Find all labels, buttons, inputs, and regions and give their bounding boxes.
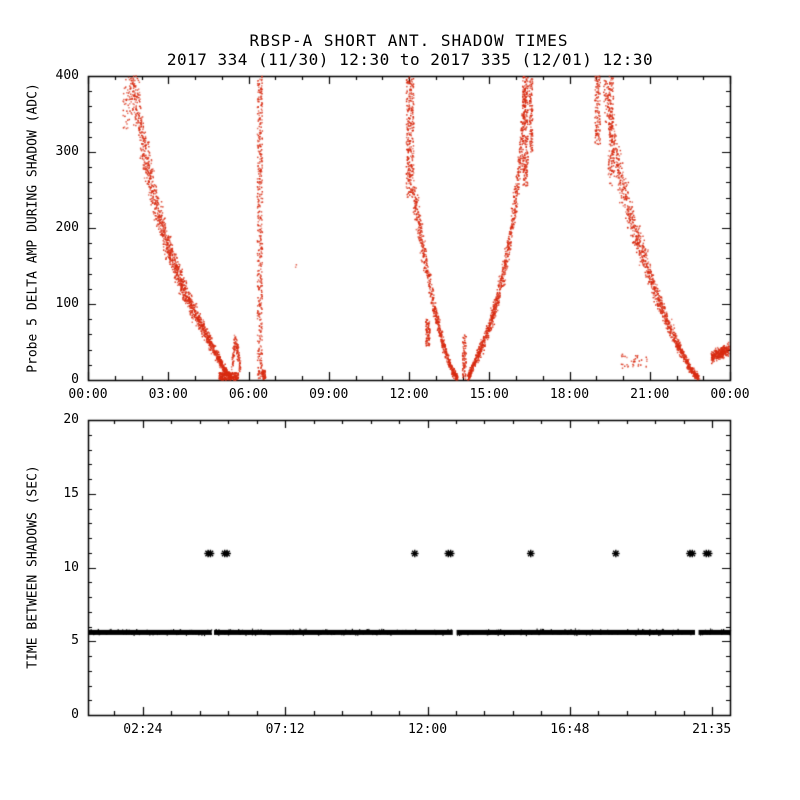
top-y-tick-label: 100 — [55, 296, 79, 311]
top-x-tick-label: 09:00 — [309, 387, 349, 402]
bottom-y-tick-label: 0 — [71, 707, 79, 722]
top-x-tick-label: 18:00 — [549, 387, 590, 402]
bottom-y-tick-label: 10 — [63, 559, 79, 575]
top-x-tick-label: 03:00 — [148, 387, 188, 402]
top-x-tick-label: 00:00 — [68, 387, 108, 402]
bottom-x-tick-label: 07:12 — [265, 722, 305, 737]
bottom-y-tick-label: 15 — [63, 485, 79, 501]
top-x-tick-label: 12:00 — [389, 387, 429, 402]
top-x-tick-label: 21:00 — [630, 387, 670, 402]
chart-subtitle: 2017 334 (11/30) 12:30 to 2017 335 (12/0… — [166, 50, 654, 69]
bottom-y-tick-label: 5 — [71, 633, 79, 649]
bottom-x-tick-label: 16:48 — [550, 722, 590, 737]
top-y-tick-label: 200 — [55, 220, 79, 235]
bottom-x-tick-label: 21:35 — [692, 722, 732, 737]
bottom-x-tick-label: 02:24 — [123, 722, 163, 737]
bottom-y-tick-label: 20 — [63, 412, 79, 427]
top-y-tick-label: 400 — [55, 68, 79, 83]
top-x-tick-label: 15:00 — [469, 387, 509, 402]
top-y-tick-label: 0 — [71, 372, 79, 387]
bottom-x-tick-label: 12:00 — [407, 722, 448, 737]
top-x-tick-label: 06:00 — [228, 387, 269, 402]
top-y-tick-label: 300 — [55, 144, 79, 159]
top-x-tick-label: 00:00 — [710, 387, 750, 402]
chart-title: RBSP-A SHORT ANT. SHADOW TIMES — [249, 31, 569, 50]
